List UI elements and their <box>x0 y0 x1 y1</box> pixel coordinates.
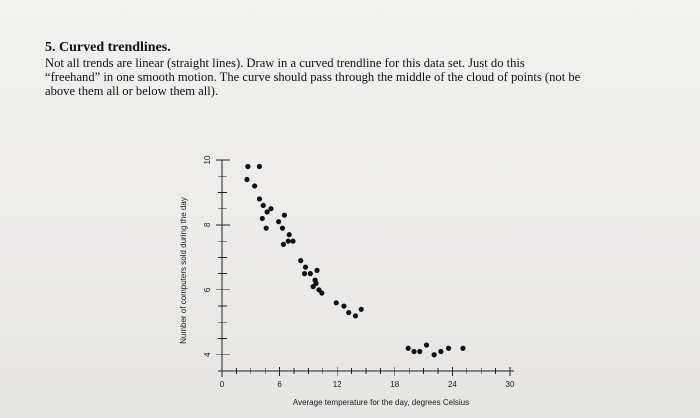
axes <box>218 160 514 377</box>
data-point <box>252 183 258 189</box>
data-point <box>279 225 286 231</box>
data-point <box>460 345 466 351</box>
x-tick-label: 0 <box>220 380 225 389</box>
data-point <box>276 219 282 225</box>
problem-instructions: Not all trends are linear (straight line… <box>45 56 645 98</box>
y-tick-label: 10 <box>203 155 212 164</box>
data-point <box>314 267 320 273</box>
data-point <box>302 264 309 270</box>
axis-ticks <box>216 159 511 376</box>
data-point <box>245 163 251 170</box>
instruction-line-1: Not all trends are linear (straight line… <box>45 56 525 70</box>
problem-title: 5. Curved trendlines. <box>45 40 171 55</box>
instruction-line-2: “freehand” in one smooth motion. The cur… <box>45 70 581 84</box>
data-point <box>259 215 265 222</box>
y-axis-title: Number of computers sold during the day <box>179 197 188 344</box>
x-tick-label: 18 <box>390 380 399 389</box>
data-point <box>264 209 270 215</box>
data-point <box>286 232 292 238</box>
data-point <box>260 202 266 209</box>
x-tick-label: 12 <box>333 380 342 389</box>
data-point <box>423 342 430 348</box>
data-point <box>319 290 325 296</box>
data-point <box>333 300 339 306</box>
data-point <box>411 348 417 355</box>
y-tick-label: 8 <box>203 222 212 227</box>
tick-labels: 0 6 12 18 24 30 4 6 8 10 <box>203 155 515 389</box>
y-tick-label: 4 <box>203 352 212 357</box>
data-point <box>285 238 291 244</box>
data-point <box>438 348 444 355</box>
x-axis-title: Average temperature for the day, degrees… <box>293 398 469 407</box>
data-point <box>263 225 269 231</box>
data-point <box>256 163 263 170</box>
data-point <box>307 271 313 277</box>
data-point <box>358 306 364 312</box>
data-point <box>352 313 359 319</box>
data-point <box>301 271 308 277</box>
data-point <box>244 176 250 183</box>
data-point <box>268 206 274 212</box>
data-point <box>341 303 347 309</box>
data-points <box>244 163 466 358</box>
instruction-line-3: above them all or below them all). <box>45 84 219 98</box>
data-point <box>431 352 437 358</box>
data-point <box>256 196 263 202</box>
data-point <box>298 258 304 264</box>
data-point <box>313 280 319 286</box>
data-point <box>417 348 423 355</box>
data-point <box>290 238 296 244</box>
data-point <box>281 212 287 218</box>
x-tick-label: 24 <box>448 380 457 389</box>
data-point <box>445 345 452 351</box>
data-point <box>280 241 287 247</box>
y-tick-label: 6 <box>203 287 212 292</box>
x-tick-label: 30 <box>506 380 515 389</box>
x-tick-label: 6 <box>277 380 282 389</box>
data-point <box>346 309 352 316</box>
data-point <box>405 345 411 351</box>
